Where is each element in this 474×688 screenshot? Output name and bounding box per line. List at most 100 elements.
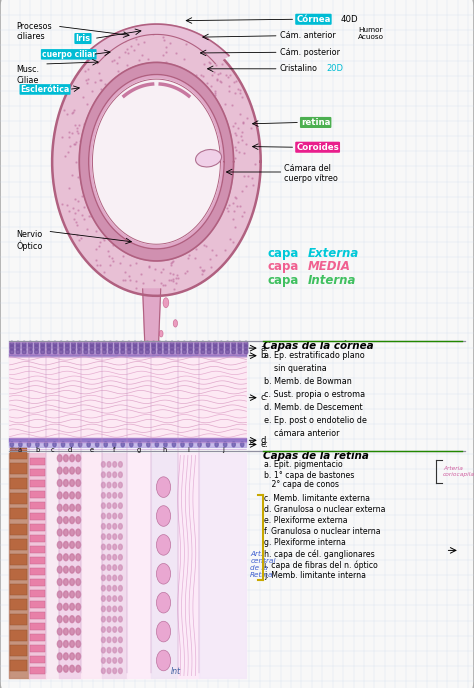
Circle shape (107, 627, 111, 632)
Circle shape (101, 575, 105, 581)
Circle shape (121, 341, 125, 347)
Circle shape (107, 647, 111, 653)
Bar (30, 568, 45, 575)
Circle shape (226, 341, 229, 347)
Circle shape (238, 345, 242, 350)
Circle shape (96, 345, 100, 350)
Circle shape (70, 455, 74, 462)
Circle shape (181, 442, 184, 447)
Circle shape (101, 544, 105, 550)
Circle shape (64, 554, 68, 561)
Circle shape (35, 341, 38, 347)
Circle shape (76, 616, 81, 623)
Circle shape (113, 493, 117, 498)
Text: capa: capa (268, 247, 299, 259)
Bar (30, 502, 45, 509)
Circle shape (64, 480, 68, 486)
Circle shape (118, 513, 122, 519)
Bar (10, 584, 27, 595)
Circle shape (76, 603, 81, 610)
Circle shape (57, 653, 62, 660)
Circle shape (78, 345, 82, 350)
Circle shape (109, 349, 112, 354)
Circle shape (90, 341, 94, 347)
Circle shape (113, 524, 117, 529)
Circle shape (176, 345, 180, 350)
Circle shape (64, 628, 68, 635)
Text: j: j (222, 447, 224, 453)
Circle shape (195, 349, 199, 354)
Text: sin queratina: sin queratina (264, 364, 327, 373)
Circle shape (41, 341, 45, 347)
Circle shape (57, 492, 62, 499)
Circle shape (139, 345, 143, 350)
Text: h. capa de cél. ganglionares: h. capa de cél. ganglionares (264, 549, 375, 559)
Circle shape (70, 492, 74, 499)
Circle shape (101, 606, 105, 612)
Circle shape (96, 349, 100, 354)
Circle shape (57, 579, 62, 585)
Circle shape (213, 341, 217, 347)
Text: b: b (36, 447, 40, 453)
Bar (30, 601, 45, 608)
Circle shape (102, 345, 106, 350)
Text: Nervio
Óptico: Nervio Óptico (17, 230, 43, 251)
Circle shape (101, 647, 105, 653)
Circle shape (76, 517, 81, 524)
Bar (10, 630, 27, 641)
Circle shape (215, 442, 218, 447)
Text: b. 1° capa de bastones: b. 1° capa de bastones (264, 471, 355, 480)
Circle shape (118, 575, 122, 581)
Circle shape (219, 349, 223, 354)
Circle shape (47, 345, 51, 350)
Circle shape (101, 503, 105, 508)
Circle shape (109, 341, 112, 347)
Circle shape (70, 529, 74, 536)
Circle shape (76, 455, 81, 462)
Text: f. Granulosa o nuclear interna: f. Granulosa o nuclear interna (264, 527, 381, 536)
Circle shape (64, 566, 68, 573)
Text: b. Memb. de Bowman: b. Memb. de Bowman (264, 377, 352, 386)
Circle shape (76, 591, 81, 598)
Circle shape (158, 349, 162, 354)
Circle shape (101, 627, 105, 632)
Bar (10, 508, 27, 519)
Circle shape (59, 349, 63, 354)
Circle shape (129, 442, 133, 447)
Circle shape (164, 349, 168, 354)
Circle shape (72, 341, 75, 347)
Circle shape (118, 585, 122, 591)
Text: b.: b. (261, 351, 269, 361)
Circle shape (107, 524, 111, 529)
Circle shape (152, 349, 155, 354)
Circle shape (10, 349, 14, 354)
Polygon shape (92, 79, 220, 244)
Circle shape (70, 591, 74, 598)
Text: Interna: Interna (308, 275, 356, 287)
Circle shape (76, 492, 81, 499)
Text: 20D: 20D (326, 64, 343, 74)
Circle shape (182, 349, 186, 354)
Circle shape (65, 345, 69, 350)
Ellipse shape (156, 563, 171, 584)
Circle shape (112, 442, 116, 447)
Circle shape (195, 345, 199, 350)
Text: Art.
central
de la
Retina: Art. central de la Retina (250, 550, 276, 578)
Circle shape (72, 345, 75, 350)
Circle shape (57, 517, 62, 524)
Text: i. capa de fibras del n. óptico: i. capa de fibras del n. óptico (264, 560, 378, 570)
Text: e.: e. (261, 440, 269, 449)
Circle shape (115, 349, 118, 354)
Circle shape (102, 349, 106, 354)
Circle shape (189, 345, 192, 350)
Circle shape (133, 345, 137, 350)
Circle shape (101, 658, 105, 663)
Circle shape (28, 349, 32, 354)
Circle shape (16, 349, 20, 354)
Circle shape (78, 341, 82, 347)
Circle shape (57, 455, 62, 462)
Text: d. Memb. de Descement: d. Memb. de Descement (264, 403, 363, 412)
Polygon shape (143, 289, 161, 358)
Circle shape (115, 341, 118, 347)
Circle shape (198, 442, 201, 447)
